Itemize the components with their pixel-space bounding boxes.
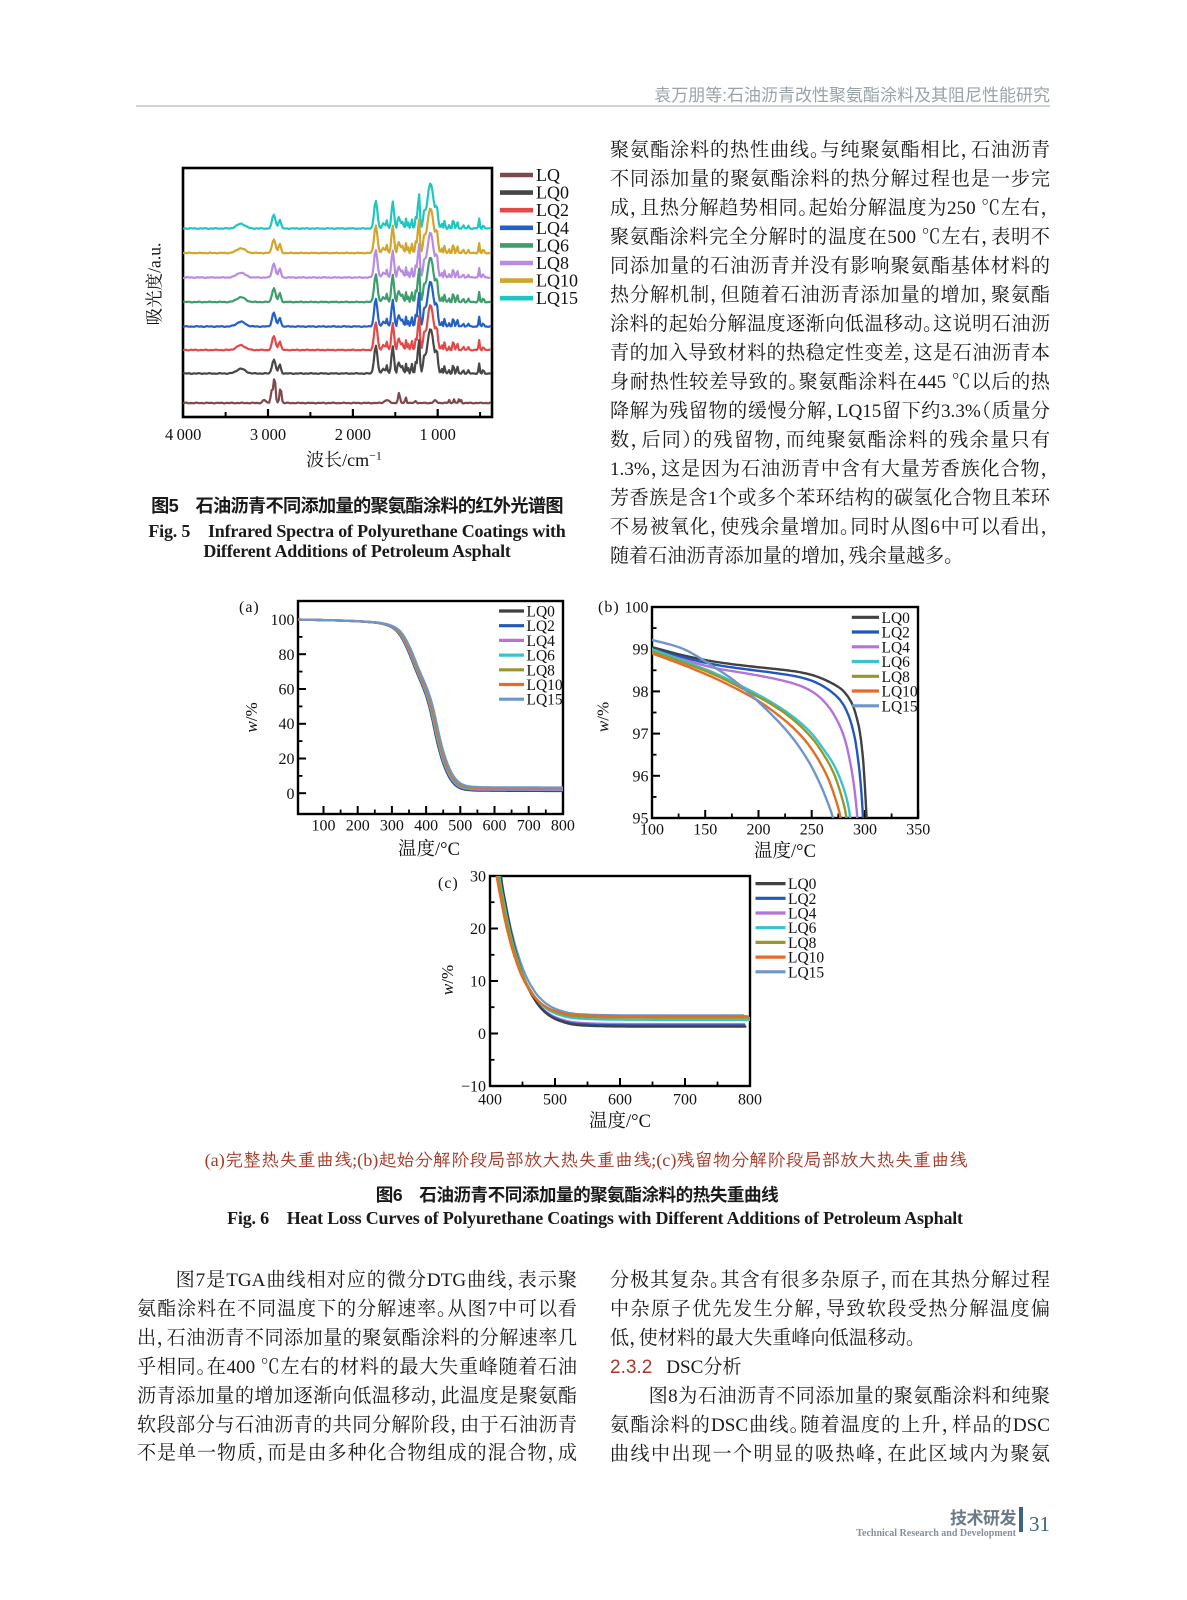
svg-text:LQ2: LQ2 [788, 891, 816, 908]
svg-text:97: 97 [633, 726, 649, 743]
svg-text:600: 600 [483, 818, 507, 835]
svg-text:LQ8: LQ8 [527, 662, 556, 679]
svg-text:(c): (c) [438, 875, 459, 892]
svg-text:98: 98 [633, 684, 649, 701]
svg-text:200: 200 [346, 818, 370, 835]
svg-text:150: 150 [693, 822, 717, 839]
svg-text:350: 350 [906, 822, 930, 839]
svg-text:100: 100 [640, 822, 664, 839]
svg-text:80: 80 [279, 647, 295, 664]
svg-text:2 000: 2 000 [335, 425, 371, 444]
svg-text:100: 100 [625, 600, 649, 617]
svg-text:LQ8: LQ8 [882, 669, 911, 686]
svg-text:200: 200 [747, 822, 771, 839]
svg-text:LQ10: LQ10 [882, 684, 918, 701]
svg-text:300: 300 [380, 818, 404, 835]
svg-text:w/%: w/% [594, 702, 613, 732]
svg-text:LQ8: LQ8 [536, 253, 569, 273]
svg-text:LQ15: LQ15 [788, 964, 824, 981]
svg-text:LQ0: LQ0 [882, 610, 911, 627]
svg-text:100: 100 [312, 818, 336, 835]
svg-text:LQ4: LQ4 [788, 906, 817, 923]
svg-text:w/%: w/% [438, 965, 457, 995]
svg-text:波长/cm−1: 波长/cm−1 [306, 449, 382, 471]
svg-text:w/%: w/% [242, 702, 261, 732]
svg-text:LQ0: LQ0 [536, 183, 569, 203]
svg-text:LQ10: LQ10 [788, 950, 824, 967]
svg-text:20: 20 [470, 921, 486, 938]
svg-text:LQ6: LQ6 [536, 235, 569, 255]
svg-text:LQ15: LQ15 [536, 288, 578, 308]
svg-text:温度/°C: 温度/°C [398, 839, 460, 860]
svg-text:30: 30 [470, 869, 486, 886]
svg-text:700: 700 [673, 1092, 697, 1109]
svg-text:0: 0 [287, 786, 295, 803]
svg-text:LQ10: LQ10 [527, 677, 563, 694]
svg-text:95: 95 [633, 811, 649, 828]
svg-text:800: 800 [738, 1092, 762, 1109]
svg-text:(a): (a) [239, 599, 260, 616]
svg-text:500: 500 [543, 1092, 567, 1109]
svg-text:LQ6: LQ6 [527, 648, 556, 665]
svg-text:LQ0: LQ0 [788, 876, 817, 893]
svg-text:吸光度/a.u.: 吸光度/a.u. [145, 243, 165, 326]
svg-text:500: 500 [448, 818, 472, 835]
svg-text:LQ6: LQ6 [788, 920, 817, 937]
svg-text:300: 300 [853, 822, 877, 839]
svg-text:100: 100 [271, 612, 295, 629]
svg-text:LQ8: LQ8 [788, 935, 817, 952]
svg-text:LQ4: LQ4 [536, 218, 569, 238]
svg-text:−10: −10 [461, 1079, 486, 1096]
svg-text:0: 0 [478, 1026, 486, 1043]
svg-text:(b): (b) [598, 599, 620, 616]
svg-text:LQ0: LQ0 [527, 604, 556, 621]
svg-text:LQ: LQ [536, 165, 560, 185]
svg-text:700: 700 [517, 818, 541, 835]
svg-text:400: 400 [414, 818, 438, 835]
svg-text:250: 250 [800, 822, 824, 839]
svg-text:3 000: 3 000 [250, 425, 286, 444]
svg-text:LQ2: LQ2 [882, 625, 910, 642]
svg-text:1 000: 1 000 [420, 425, 456, 444]
svg-text:LQ2: LQ2 [536, 200, 569, 220]
svg-text:LQ15: LQ15 [527, 692, 563, 709]
svg-text:600: 600 [608, 1092, 632, 1109]
svg-text:400: 400 [478, 1092, 502, 1109]
svg-text:4 000: 4 000 [165, 425, 201, 444]
svg-text:LQ4: LQ4 [527, 633, 556, 650]
svg-text:60: 60 [279, 682, 295, 699]
svg-text:温度/°C: 温度/°C [589, 1111, 651, 1132]
svg-text:LQ10: LQ10 [536, 271, 578, 291]
svg-text:温度/°C: 温度/°C [754, 841, 816, 862]
svg-text:LQ2: LQ2 [527, 618, 555, 635]
svg-text:LQ6: LQ6 [882, 654, 911, 671]
svg-text:20: 20 [279, 751, 295, 768]
svg-text:LQ15: LQ15 [882, 698, 918, 715]
svg-text:96: 96 [633, 768, 649, 785]
svg-text:800: 800 [551, 818, 575, 835]
svg-text:40: 40 [279, 716, 295, 733]
svg-text:10: 10 [470, 974, 486, 991]
svg-text:99: 99 [633, 642, 649, 659]
svg-text:LQ4: LQ4 [882, 639, 911, 656]
